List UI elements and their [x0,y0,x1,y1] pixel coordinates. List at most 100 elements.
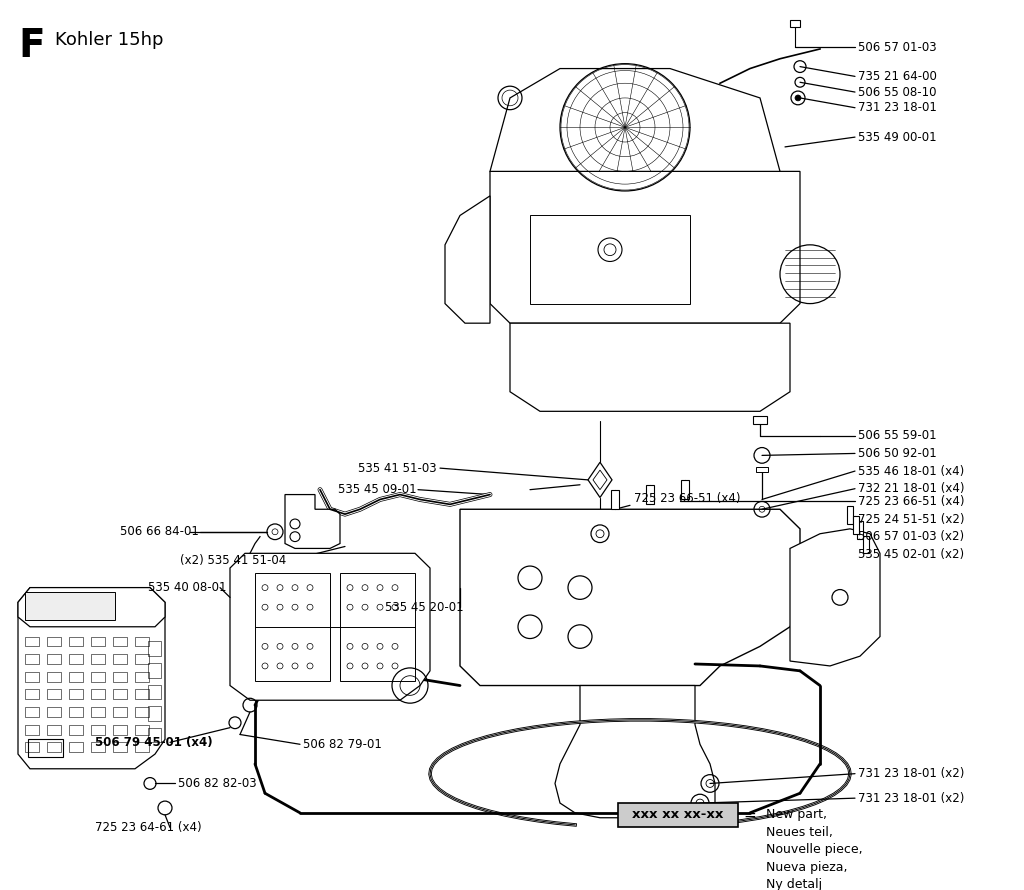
Bar [47,742,61,752]
Bar [47,672,61,682]
Text: Nueva pieza,: Nueva pieza, [766,861,848,874]
Text: 731 23 18-01: 731 23 18-01 [858,101,937,114]
Bar [25,690,39,700]
Bar [790,20,800,28]
Bar [148,706,161,721]
Bar [113,707,127,716]
Bar [135,690,150,700]
Polygon shape [285,495,340,548]
Text: xxx xx xx-xx: xxx xx xx-xx [632,808,724,821]
Text: 506 57 01-03 (x2): 506 57 01-03 (x2) [858,530,965,543]
Bar [91,672,105,682]
Polygon shape [490,172,800,323]
Bar [25,636,39,646]
Text: 506 66 84-01: 506 66 84-01 [120,525,199,538]
Bar [25,672,39,682]
Bar [47,724,61,734]
Bar [135,724,150,734]
Text: 735 21 64-00: 735 21 64-00 [858,70,937,83]
Bar [148,684,161,700]
Text: 506 57 01-03: 506 57 01-03 [858,41,937,53]
Bar [863,536,869,554]
Bar [681,480,689,499]
Polygon shape [593,470,607,490]
Bar [756,467,768,472]
Text: F: F [18,28,45,66]
Text: Kohler 15hp: Kohler 15hp [55,31,164,49]
Bar [113,690,127,700]
Text: 535 45 02-01 (x2): 535 45 02-01 (x2) [858,548,965,561]
Text: New part,: New part, [766,808,827,821]
Text: 535 46 18-01 (x4): 535 46 18-01 (x4) [858,465,965,478]
Bar [25,707,39,716]
Bar [69,654,83,664]
Polygon shape [510,323,790,411]
Bar [857,521,863,538]
Polygon shape [555,685,715,818]
Bar [255,573,330,681]
Bar [28,740,63,757]
Bar [91,707,105,716]
Text: (x2) 535 41 51-04: (x2) 535 41 51-04 [180,554,287,567]
Text: 535 40 08-01: 535 40 08-01 [148,581,226,595]
Text: 506 79 45-01 (x4): 506 79 45-01 (x4) [95,736,213,748]
Text: 535 45 09-01: 535 45 09-01 [338,483,417,496]
Text: 731 23 18-01 (x2): 731 23 18-01 (x2) [858,792,965,805]
Bar [611,490,618,509]
Text: 506 82 79-01: 506 82 79-01 [303,738,382,751]
Bar [113,654,127,664]
Polygon shape [588,462,612,498]
Bar [25,724,39,734]
Bar [135,654,150,664]
Bar [47,636,61,646]
Text: 731 23 18-01 (x2): 731 23 18-01 (x2) [858,767,965,781]
Bar [135,707,150,716]
Bar [646,485,654,505]
Bar [69,636,83,646]
Polygon shape [490,69,780,196]
Bar [91,654,105,664]
Bar [148,642,161,656]
Text: 725 24 51-51 (x2): 725 24 51-51 (x2) [858,513,965,526]
Bar [25,742,39,752]
Bar [47,690,61,700]
Bar [148,728,161,742]
Bar [47,707,61,716]
Bar [25,593,115,620]
Bar [69,742,83,752]
Text: 725 23 64-61 (x4): 725 23 64-61 (x4) [95,821,202,834]
Bar [69,724,83,734]
Text: 535 49 00-01: 535 49 00-01 [858,131,937,143]
Bar [618,803,738,827]
Bar [113,742,127,752]
Text: 535 45 20-01: 535 45 20-01 [385,601,464,614]
Bar [91,690,105,700]
Bar [135,672,150,682]
Text: 506 55 08-10: 506 55 08-10 [858,85,937,99]
Bar [69,690,83,700]
Bar [847,506,853,524]
Polygon shape [445,196,490,323]
Bar [340,573,415,681]
Bar [47,654,61,664]
Bar [753,417,767,424]
Polygon shape [790,529,880,666]
Text: 506 50 92-01: 506 50 92-01 [858,447,937,460]
Bar [69,707,83,716]
Bar [853,516,859,534]
Text: 506 55 59-01: 506 55 59-01 [858,429,937,442]
Bar [113,636,127,646]
Bar [148,663,161,677]
Bar [25,654,39,664]
Text: Ny detalj: Ny detalj [766,878,822,890]
Text: 725 23 66-51 (x4): 725 23 66-51 (x4) [858,495,965,508]
Polygon shape [230,554,430,700]
Bar [113,724,127,734]
Text: Neues teil,: Neues teil, [766,826,833,838]
Circle shape [795,95,801,101]
Bar [530,215,690,303]
Text: 725 23 66-51 (x4): 725 23 66-51 (x4) [634,492,740,506]
Polygon shape [460,509,800,685]
Text: 506 82 82-03: 506 82 82-03 [178,777,257,790]
Polygon shape [18,587,165,627]
